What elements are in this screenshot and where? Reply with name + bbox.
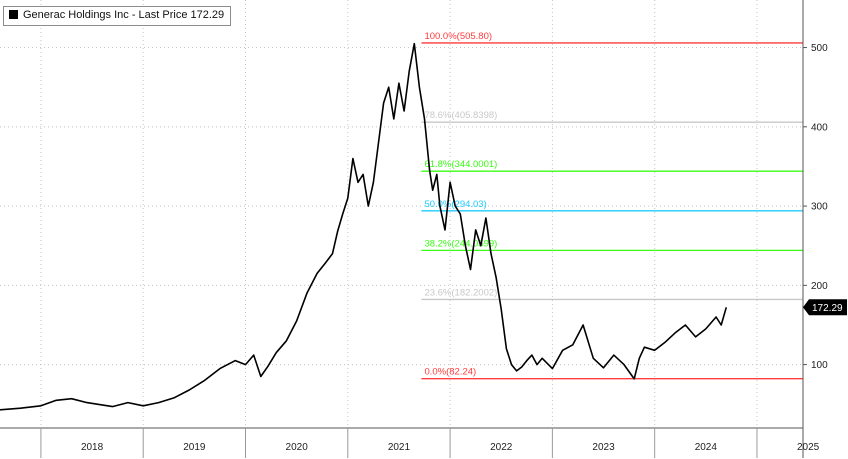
x-tick-label: 2018 bbox=[81, 442, 104, 453]
last-price-label: 172.29 bbox=[812, 303, 843, 314]
chart-grid bbox=[0, 0, 803, 428]
fib-level-label: 61.8%(344.0001) bbox=[424, 159, 497, 170]
last-price-tag-group: 172.29 bbox=[803, 299, 847, 316]
x-axis-ticks: 2018 2019 2020 2021 2022 2023 2024 2025 bbox=[40, 428, 820, 458]
fib-level-label: 38.2%(244.0599) bbox=[424, 238, 497, 249]
fib-level-label: 23.6%(182.2002) bbox=[424, 287, 497, 298]
x-tick-label: 2020 bbox=[286, 442, 309, 453]
fib-level-label: 0.0%(82.24) bbox=[424, 367, 476, 378]
x-tick-label: 2024 bbox=[695, 442, 718, 453]
fib-level-label: 78.6%(405.8398) bbox=[424, 110, 497, 121]
y-tick-label: 200 bbox=[811, 281, 828, 292]
y-tick-label: 400 bbox=[811, 122, 828, 133]
price-line bbox=[0, 42, 728, 411]
y-tick-label: 500 bbox=[811, 43, 828, 54]
x-tick-label: 2022 bbox=[490, 442, 513, 453]
chart-legend: Generac Holdings Inc - Last Price 172.29 bbox=[3, 6, 232, 26]
legend-series-label: Generac Holdings Inc - Last Price 172.29 bbox=[23, 9, 225, 21]
y-tick-label: 100 bbox=[811, 360, 828, 371]
fibonacci-levels: 100.0%(505.80) 78.6%(405.8398) 61.8%(344.0… bbox=[421, 31, 803, 380]
x-tick-label: 2025 bbox=[797, 442, 820, 453]
x-tick-label: 2019 bbox=[183, 442, 206, 453]
price-series-line bbox=[0, 42, 728, 411]
x-tick-label: 2023 bbox=[592, 442, 615, 453]
chart-axes bbox=[0, 0, 804, 458]
x-tick-label: 2021 bbox=[388, 442, 411, 453]
legend-swatch bbox=[9, 10, 18, 19]
fib-level-label: 100.0%(505.80) bbox=[424, 31, 492, 42]
last-price-tag bbox=[803, 299, 847, 316]
y-tick-label: 300 bbox=[811, 202, 828, 213]
y-axis-ticks: 100 200 300 400 500 bbox=[803, 43, 828, 371]
